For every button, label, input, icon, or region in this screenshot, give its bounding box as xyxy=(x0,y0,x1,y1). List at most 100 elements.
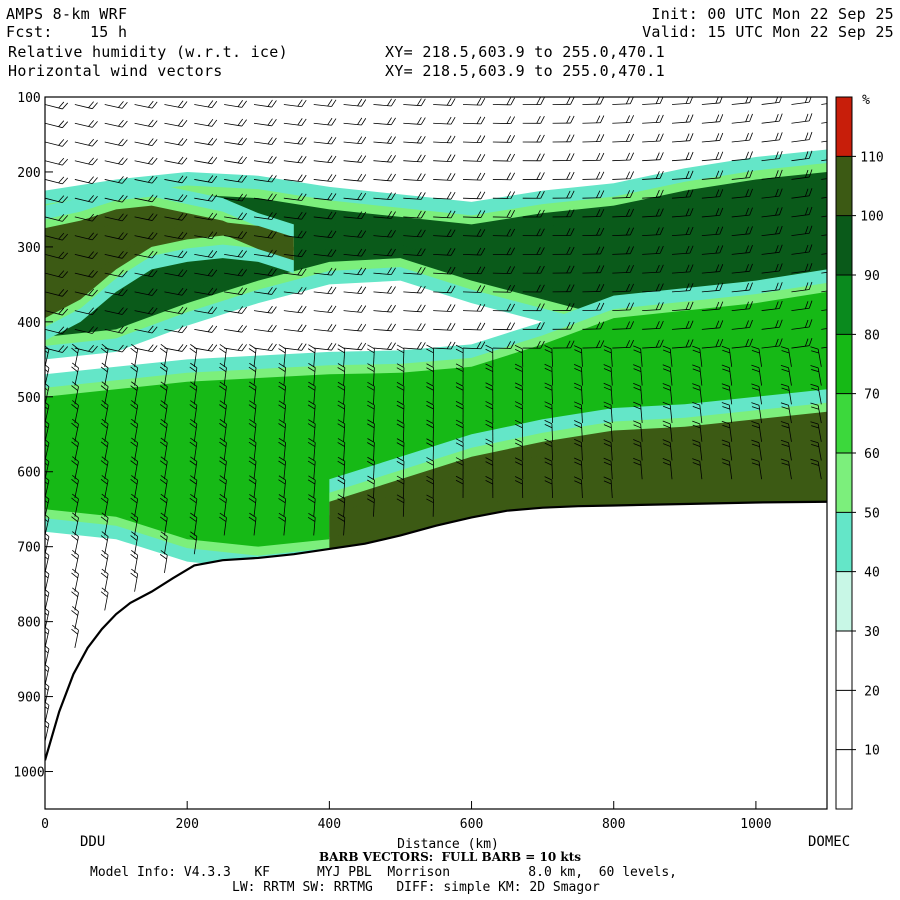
barb-flag xyxy=(241,175,247,183)
barb-flag xyxy=(151,195,158,203)
wind-barb xyxy=(463,228,486,237)
barb-flag xyxy=(71,403,78,410)
barb-flag xyxy=(100,347,108,354)
barb-flag xyxy=(211,100,218,108)
barb-flag xyxy=(181,213,188,221)
barb-flag xyxy=(237,212,244,220)
barb-flag xyxy=(147,213,154,221)
barb-shaft xyxy=(164,498,168,517)
barb-shaft xyxy=(701,346,720,349)
barb-flag xyxy=(101,512,109,519)
barb-shaft xyxy=(791,214,810,218)
wind-barb xyxy=(253,287,277,295)
barb-shaft xyxy=(74,235,93,241)
barb-flag xyxy=(722,349,731,354)
barb-flag xyxy=(544,424,553,429)
barb-flag xyxy=(446,98,452,106)
barb-flag xyxy=(151,157,158,165)
barb-flag xyxy=(450,191,456,200)
barb-shaft xyxy=(313,386,316,405)
wind-barb xyxy=(130,456,139,480)
barb-flag xyxy=(629,283,634,292)
wind-barb xyxy=(219,362,227,386)
barb-shaft xyxy=(104,291,123,297)
barb-flag xyxy=(396,348,405,354)
barb-shaft xyxy=(253,442,257,461)
barb-flag xyxy=(301,268,307,276)
barb-flag xyxy=(391,342,396,350)
barb-flag xyxy=(751,350,760,354)
barb-flag xyxy=(45,532,50,537)
wind-barb xyxy=(45,607,50,630)
barb-flag xyxy=(570,134,575,142)
wind-barb xyxy=(791,113,813,124)
barb-flag xyxy=(307,441,316,447)
wind-barb xyxy=(573,476,583,498)
barb-shaft xyxy=(194,310,213,315)
wind-barb xyxy=(455,363,464,386)
barb-shaft xyxy=(134,423,139,442)
barb-flag xyxy=(510,210,515,218)
barb-flag xyxy=(396,479,405,485)
barb-flag xyxy=(58,139,65,146)
barb-flag xyxy=(655,97,660,104)
barb-shaft xyxy=(701,102,720,105)
barb-flag xyxy=(72,475,79,481)
barb-shaft xyxy=(612,234,631,237)
barb-flag xyxy=(506,153,511,162)
barb-flag xyxy=(804,226,809,234)
barb-flag xyxy=(249,475,257,481)
barb-flag xyxy=(689,283,694,291)
barb-flag xyxy=(160,418,168,425)
barb-flag xyxy=(480,229,486,237)
barb-flag xyxy=(71,366,78,373)
barb-flag xyxy=(88,307,94,315)
barb-flag xyxy=(476,172,482,181)
wind-barb xyxy=(224,268,247,277)
wind-barb xyxy=(721,345,733,367)
barb-shaft xyxy=(74,480,79,499)
wind-barb xyxy=(522,97,545,105)
colorbar-label: 100 xyxy=(860,210,883,225)
wind-barb xyxy=(45,176,69,185)
wind-barb xyxy=(194,175,218,183)
wind-barb xyxy=(761,169,783,180)
barb-shaft xyxy=(610,405,613,424)
barb-flag xyxy=(147,306,154,314)
wind-barb xyxy=(253,305,277,314)
barb-flag xyxy=(629,227,634,236)
barb-flag xyxy=(71,516,78,523)
wind-barb xyxy=(71,456,79,480)
wind-barb xyxy=(692,420,703,442)
barb-shaft xyxy=(134,517,139,536)
barb-flag xyxy=(625,115,630,123)
barb-shaft xyxy=(194,122,213,127)
barb-flag xyxy=(241,119,247,127)
y-tick-label: 500 xyxy=(17,391,40,406)
barb-flag xyxy=(92,214,98,222)
barb-shaft xyxy=(402,498,405,517)
barb-flag xyxy=(600,97,605,105)
barb-flag xyxy=(387,342,392,350)
barb-flag xyxy=(211,213,218,221)
barb-shaft xyxy=(642,140,661,143)
wind-barb xyxy=(71,512,79,536)
barb-flag xyxy=(745,170,749,179)
barb-flag xyxy=(715,151,720,160)
wind-barb xyxy=(134,288,158,296)
barb-flag xyxy=(603,461,612,466)
colorbar-unit: % xyxy=(862,93,870,108)
barb-flag xyxy=(190,344,198,350)
wind-barb xyxy=(426,400,434,424)
wind-barb xyxy=(463,97,486,106)
barb-shaft xyxy=(104,272,123,278)
barb-flag xyxy=(45,518,49,523)
wind-barb xyxy=(492,228,515,237)
barb-shaft xyxy=(701,271,720,274)
barb-flag xyxy=(536,190,541,199)
barb-flag xyxy=(804,97,808,103)
wind-barb xyxy=(104,269,128,278)
barb-flag xyxy=(307,404,316,410)
barb-flag xyxy=(779,282,783,290)
barb-flag xyxy=(278,366,286,372)
